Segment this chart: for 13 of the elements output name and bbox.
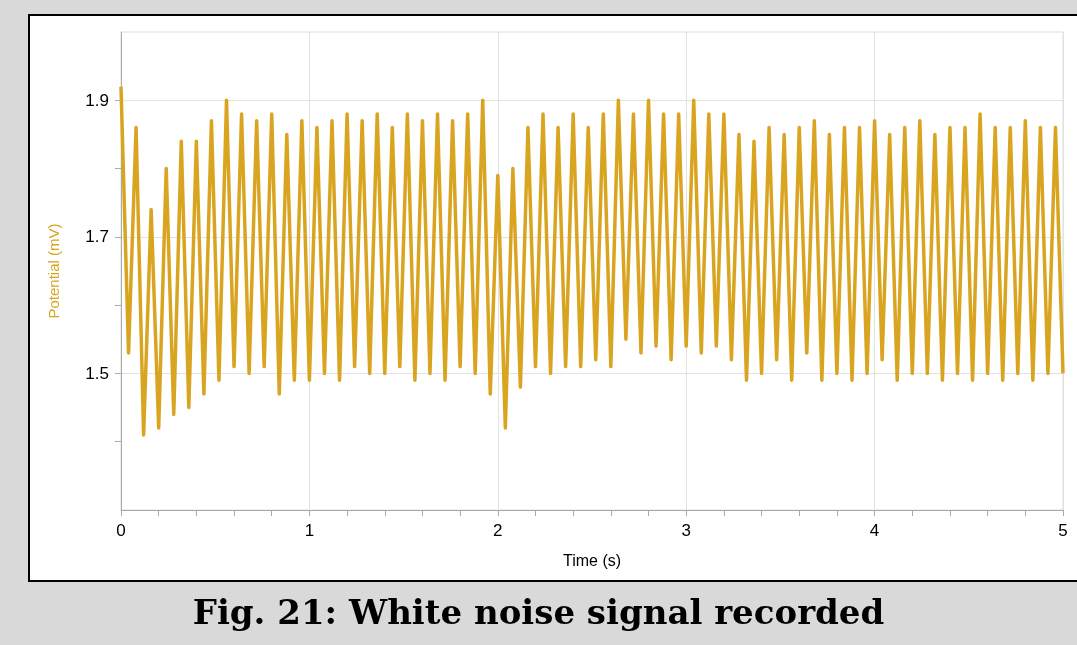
x-tick-label: 5	[1058, 521, 1068, 540]
x-tick-label: 4	[869, 521, 880, 540]
x-tick-label: 1	[304, 521, 315, 540]
y-tick-label: 1.5	[85, 363, 109, 383]
x-axis-title: Time (s)	[562, 551, 622, 569]
caption: Fig. 21: White noise signal recorded	[191, 592, 886, 632]
x-tick-label: 2	[493, 521, 503, 540]
line-series	[119, 84, 1065, 437]
y-tick-label: 1.7	[85, 227, 109, 247]
y-tick-label: 1.9	[85, 90, 109, 110]
x-tick-label: 0	[116, 521, 126, 540]
x-tick-label: 3	[681, 521, 691, 540]
y-axis-title: Potential (mV)	[45, 223, 62, 319]
